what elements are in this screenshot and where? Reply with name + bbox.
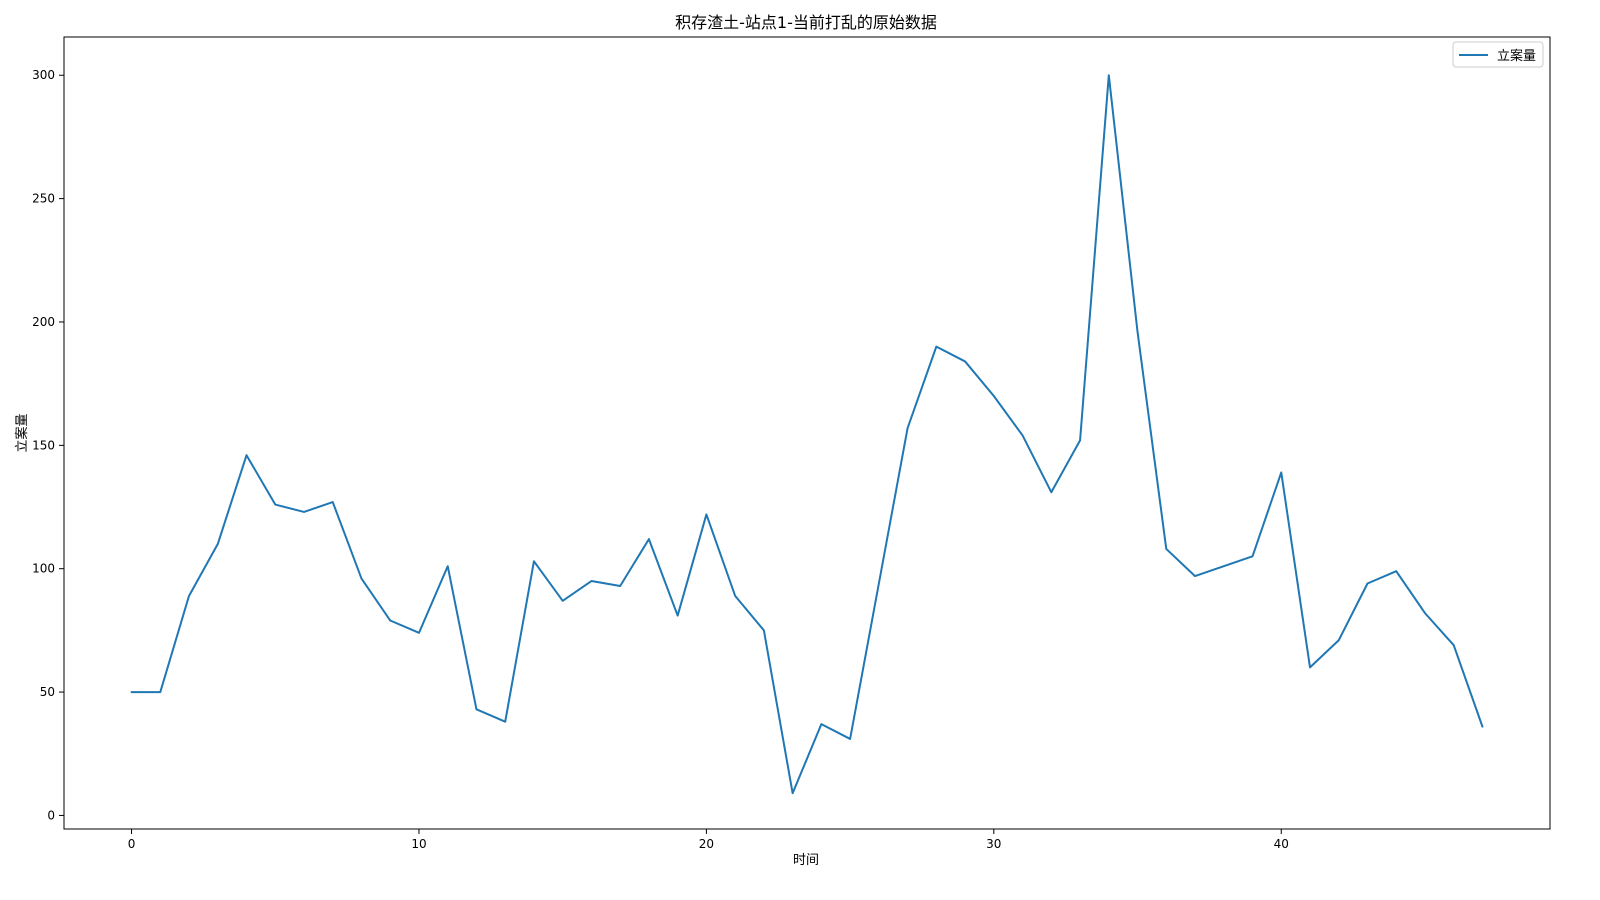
y-tick-label: 50: [40, 685, 55, 699]
series-layer: [130, 74, 1484, 795]
y-axis-label: 立案量: [15, 413, 30, 452]
x-tick-label: 10: [411, 837, 426, 851]
x-tick-label: 0: [128, 837, 136, 851]
x-axis-ticks: 0 10 20 30 40: [128, 829, 1289, 851]
chart-title: 积存渣土-站点1-当前打乱的原始数据: [675, 13, 937, 32]
y-tick-label: 250: [32, 192, 55, 206]
x-tick-label: 30: [986, 837, 1001, 851]
legend: 立案量: [1452, 41, 1544, 68]
x-axis-label: 时间: [793, 853, 819, 868]
y-tick-label: 0: [47, 808, 55, 822]
legend-frame: [1452, 41, 1544, 68]
y-tick-label: 200: [32, 315, 55, 329]
y-tick-label: 100: [32, 562, 55, 576]
legend-entry-label: 立案量: [1497, 49, 1536, 64]
y-tick-label: 150: [32, 438, 55, 452]
x-tick-label: 40: [1274, 837, 1289, 851]
series-line: [130, 74, 1484, 795]
plot-area: [63, 36, 1551, 830]
y-tick-label: 300: [32, 68, 55, 82]
y-axis-ticks: 0 50 100 150 200 250 300: [32, 68, 64, 822]
x-tick-label: 20: [699, 837, 714, 851]
